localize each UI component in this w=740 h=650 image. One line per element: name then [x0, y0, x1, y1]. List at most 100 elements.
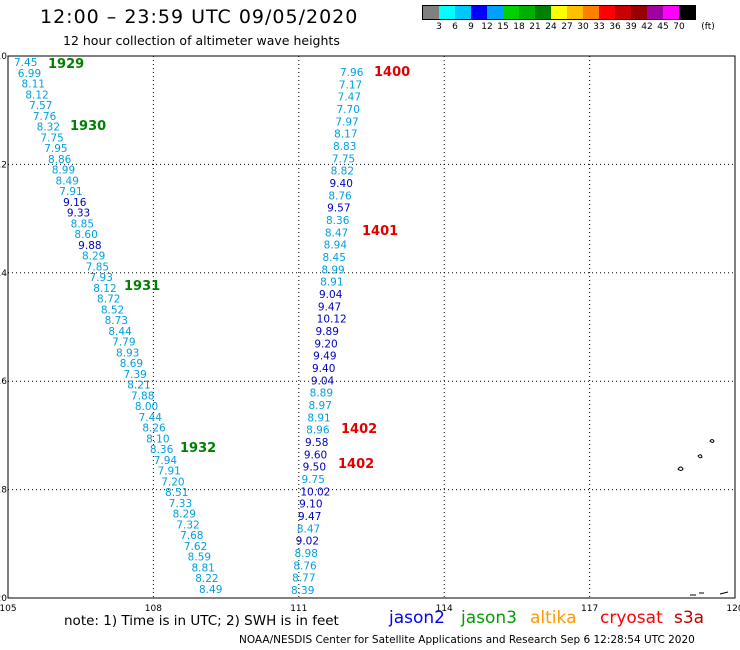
wave-height-value: 7.91: [157, 466, 180, 478]
wave-height-value: 8.59: [188, 552, 211, 564]
wave-height-value: 8.45: [323, 252, 346, 264]
wave-height-value: 8.98: [295, 548, 318, 560]
wave-height-value: 8.73: [105, 315, 128, 327]
wave-height-value: 8.11: [22, 79, 45, 91]
wave-height-value: 8.47: [325, 227, 348, 239]
map-frame: [7, 55, 736, 599]
wave-height-value: 8.69: [120, 358, 143, 370]
wave-height-value: 9.75: [302, 474, 325, 486]
wave-height-value: 8.91: [307, 412, 330, 424]
wave-height-value: 8.89: [310, 388, 333, 400]
legend-swatch: [551, 6, 567, 19]
pass-time-label: 1929: [48, 57, 84, 72]
wave-height-value: 9.58: [305, 437, 328, 449]
legend-tick-label: 9: [468, 22, 474, 32]
lon-label: 105: [0, 604, 17, 614]
islands: [677, 439, 729, 596]
wave-height-value: 9.04: [311, 375, 335, 387]
wave-height-value: 8.49: [56, 175, 79, 187]
wave-height-value: 7.62: [184, 541, 207, 553]
wave-height-value: 8.93: [116, 347, 139, 359]
wave-height-value: 8.17: [334, 129, 357, 141]
wave-height-value: 8.22: [195, 573, 218, 585]
sat-label-jason2: jason2: [389, 608, 445, 628]
legend-swatch: [519, 6, 535, 19]
lat-label: -14: [0, 269, 7, 279]
legend-swatch: [679, 6, 695, 19]
lat-label: -16: [0, 377, 7, 387]
wave-height-value: 8.21: [127, 380, 150, 392]
legend-swatch: [439, 6, 455, 19]
legend-tick-label: 39: [625, 22, 637, 32]
wave-height-value: 7.91: [59, 186, 82, 198]
lon-label: 117: [581, 604, 598, 614]
wave-height-value: 7.96: [340, 67, 364, 79]
wave-height-value: 10.02: [300, 486, 330, 498]
sat-label-s3a: s3a: [674, 608, 705, 628]
lon-label: 111: [290, 604, 307, 614]
wave-height-value: 9.47: [298, 511, 321, 523]
wave-height-value: 8.72: [97, 294, 120, 306]
wave-height-value: 9.89: [316, 326, 339, 338]
wave-height-value: 9.60: [304, 449, 327, 461]
wave-height-value: 8.10: [146, 433, 169, 445]
island-1: [677, 466, 684, 471]
wave-height-value: 7.33: [169, 498, 192, 510]
wave-height-value: 8.49: [199, 584, 222, 596]
island-3: [709, 439, 715, 443]
wave-height-value: 7.94: [154, 455, 178, 467]
legend-tick-label: 15: [497, 22, 509, 32]
wave-height-value: 7.79: [112, 337, 135, 349]
time-labels: 1929 1930 1931 1932 1400 1401 1402 1402: [48, 57, 410, 472]
track-east: 7.967.177.477.707.978.178.837.758.829.40…: [291, 67, 364, 597]
legend-swatch: [631, 6, 647, 19]
lon-label: 120: [726, 604, 740, 614]
axis-labels: 105 108 111 114 117 120 -10 -12 -14 -16 -18 -20: [0, 52, 740, 614]
pass-time-label: 1402: [341, 422, 377, 437]
wave-height-value: 8.39: [291, 585, 314, 597]
footer-credit: NOAA/NESDIS Center for Satellite Applica…: [239, 634, 695, 646]
wave-height-value: 9.10: [299, 499, 322, 511]
map-title: 12:00 – 23:59 UTC 09/05/2020: [40, 6, 359, 28]
wave-height-value: 7.97: [335, 116, 358, 128]
wave-height-value: 9.57: [327, 203, 350, 215]
wave-height-value: 8.36: [150, 444, 174, 456]
wave-height-value: 8.29: [173, 509, 196, 521]
wave-height-value: 9.20: [314, 338, 337, 350]
lon-label: 108: [145, 604, 162, 614]
wave-height-value: 8.76: [328, 190, 352, 202]
pass-time-label: 1932: [180, 441, 216, 456]
wave-height-value: 8.36: [326, 215, 350, 227]
wave-height-value: 9.50: [303, 462, 326, 474]
legend-swatch: [535, 6, 551, 19]
legend-tick-label: 12: [481, 22, 493, 32]
wave-height-value: 7.39: [123, 369, 146, 381]
wave-height-value: 8.97: [309, 400, 332, 412]
legend-tick-label: 3: [436, 22, 442, 32]
pass-time-label: 1931: [124, 279, 160, 294]
wave-height-value: 9.04: [319, 289, 343, 301]
lat-label: -20: [0, 594, 7, 604]
legend-tick-label: 36: [609, 22, 621, 32]
wave-height-value: 6.99: [18, 68, 41, 80]
wave-height-value: 8.51: [165, 487, 188, 499]
wave-height-value: 9.49: [313, 351, 336, 363]
legend-swatch: [647, 6, 663, 19]
wave-height-value: 7.93: [90, 272, 113, 284]
wave-height-value: 7.88: [131, 390, 154, 402]
track-west: 7.456.998.118.127.577.768.327.757.958.86…: [14, 57, 222, 596]
color-scale-legend: [422, 5, 696, 20]
legend-tick-label: 70: [673, 22, 685, 32]
legend-swatch: [599, 6, 615, 19]
wave-height-value: 8.81: [191, 562, 214, 574]
legend-tick-label: 42: [641, 22, 653, 32]
legend-swatch: [487, 6, 503, 19]
footer-note: note: 1) Time is in UTC; 2) SWH is in fe…: [64, 613, 339, 629]
wave-height-value: 8.26: [142, 423, 166, 435]
wave-height-value: 8.29: [82, 251, 105, 263]
legend-swatch: [455, 6, 471, 19]
legend-swatch: [663, 6, 679, 19]
legend-tick-label: 33: [593, 22, 605, 32]
wave-height-value: 9.02: [296, 536, 319, 548]
